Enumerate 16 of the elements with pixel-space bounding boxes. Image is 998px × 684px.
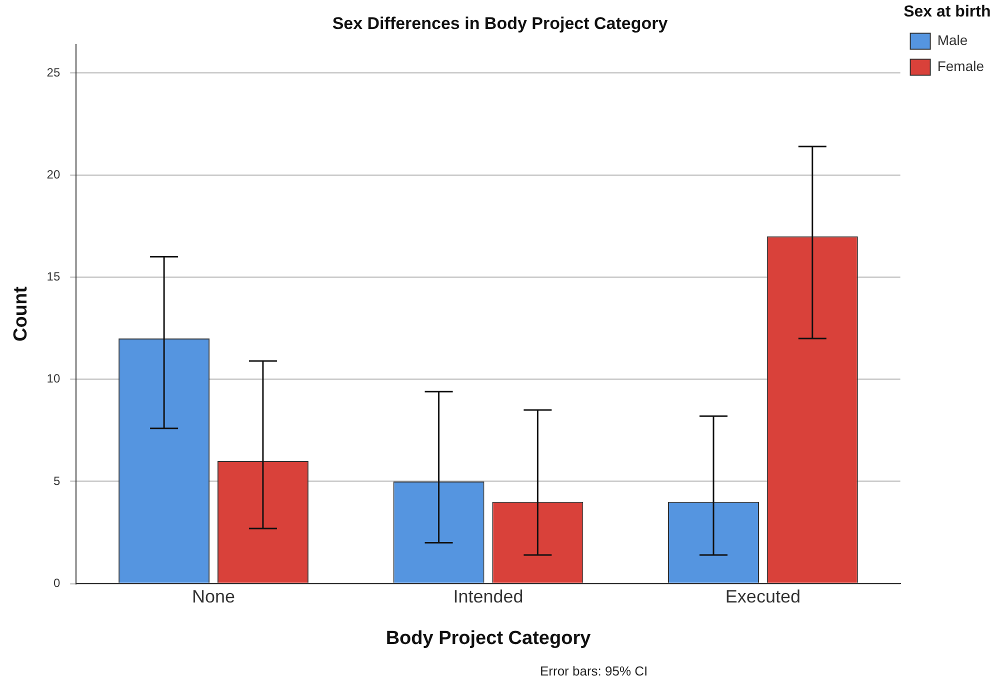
x-tick-label: Executed: [725, 586, 800, 606]
text: Error bars: 95% CI: [540, 664, 648, 679]
y-tick-label: 15: [46, 270, 60, 284]
y-tick-label: 0: [53, 576, 60, 590]
y-tick-label: 5: [53, 474, 60, 488]
y-axis-title: Count: [10, 286, 32, 342]
y-tick-label: 25: [46, 65, 60, 80]
chart-title: Sex Differences in Body Project Category: [332, 14, 668, 33]
legend-label: Female: [937, 58, 984, 74]
x-tick-label: None: [192, 586, 236, 606]
legend-label: Male: [937, 32, 968, 48]
y-tick-label: 20: [46, 167, 60, 182]
x-tick-label: Intended: [453, 586, 524, 606]
legend-title: Sex at birth: [904, 3, 991, 20]
x-axis-title: Body Project Category: [386, 628, 592, 649]
y-tick-label: 10: [46, 372, 60, 386]
